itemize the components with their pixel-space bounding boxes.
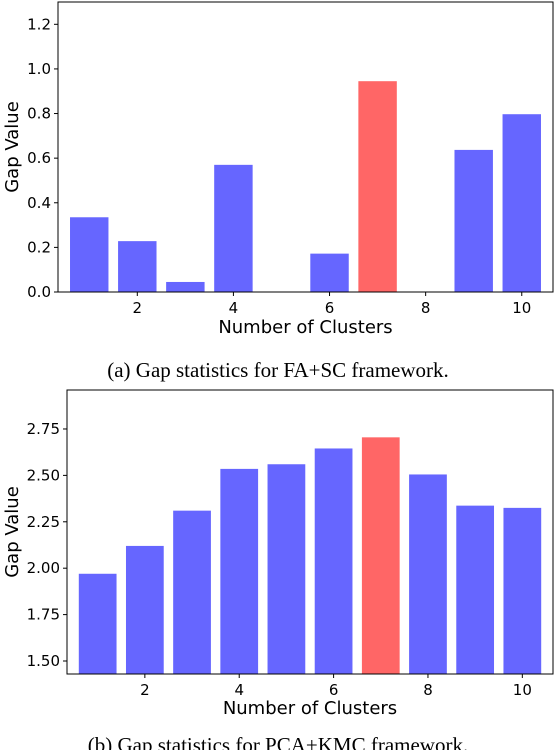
x-axis-label: Number of Clusters — [223, 698, 397, 719]
bar-10 — [503, 507, 542, 674]
caption: (b) Gap statistics for PCA+KMC framework… — [88, 733, 468, 750]
y-tick-label: 1.0 — [27, 60, 51, 78]
y-tick-label: 2.50 — [27, 466, 60, 484]
bar-9 — [456, 505, 495, 674]
y-tick-label: 2.25 — [27, 513, 60, 531]
x-tick-label: 6 — [325, 299, 335, 317]
chart-panel-b: 1.50 1.75 2.00 2.25 2.50 2.75 2 4 6 8 10 Number o… — [2, 389, 554, 750]
bar-3 — [166, 281, 205, 292]
bar-4 — [214, 164, 253, 292]
x-tick-label: 2 — [133, 299, 143, 317]
bar-2 — [118, 241, 157, 292]
x-tick-label: 10 — [512, 299, 531, 317]
plot-frame — [57, 1, 554, 293]
x-axis-ticks: 2 4 6 8 10 — [140, 674, 532, 699]
bar-7 — [358, 81, 397, 292]
y-tick-label: 1.75 — [27, 606, 60, 624]
y-tick-label: 0.4 — [27, 194, 51, 212]
bar-9 — [454, 149, 493, 292]
y-tick-label: 2.00 — [27, 559, 60, 577]
bar-3 — [173, 510, 211, 674]
y-axis-label: Gap Value — [2, 101, 23, 193]
bar-6 — [310, 253, 349, 292]
chart-panel-a: 0.0 0.2 0.4 0.6 0.8 1.0 1.2 2 4 6 8 10 Number of C… — [2, 1, 554, 382]
y-tick-label: 0.2 — [27, 238, 51, 256]
y-tick-label: 1.2 — [27, 15, 51, 33]
bar-1 — [70, 217, 109, 292]
y-axis-ticks: 1.50 1.75 2.00 2.25 2.50 2.75 — [27, 420, 67, 670]
x-tick-label: 8 — [421, 299, 431, 317]
y-tick-label: 0.8 — [27, 105, 51, 123]
bar-5 — [267, 464, 306, 674]
bar-7 — [361, 437, 400, 674]
bar-4 — [220, 468, 259, 674]
x-axis-label: Number of Clusters — [218, 317, 392, 338]
bar-1 — [78, 573, 117, 674]
y-tick-label: 1.50 — [27, 652, 60, 670]
y-tick-label: 0.6 — [27, 149, 51, 167]
caption: (a) Gap statistics for FA+SC framework. — [107, 358, 449, 382]
x-tick-label: 4 — [234, 681, 244, 699]
x-tick-label: 10 — [513, 681, 532, 699]
y-tick-label: 2.75 — [27, 420, 60, 438]
bar-8 — [409, 474, 447, 674]
x-tick-label: 4 — [229, 299, 239, 317]
x-tick-label: 8 — [423, 681, 433, 699]
plot-frame — [66, 389, 554, 675]
bar-group — [70, 81, 541, 292]
bar-6 — [314, 448, 353, 674]
x-tick-label: 6 — [329, 681, 339, 699]
bar-10 — [502, 114, 541, 292]
y-axis-ticks: 0.0 0.2 0.4 0.6 0.8 1.0 1.2 — [27, 15, 58, 301]
y-tick-label: 0.0 — [27, 283, 51, 301]
bar-group — [78, 437, 542, 674]
bar-2 — [125, 545, 164, 674]
y-axis-label: Gap Value — [2, 486, 23, 578]
x-tick-label: 2 — [140, 681, 150, 699]
x-axis-ticks: 2 4 6 8 10 — [133, 292, 531, 317]
